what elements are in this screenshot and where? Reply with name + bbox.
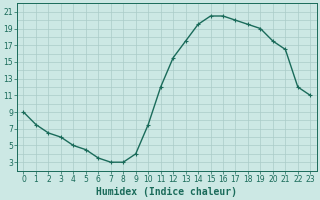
- X-axis label: Humidex (Indice chaleur): Humidex (Indice chaleur): [96, 186, 237, 197]
